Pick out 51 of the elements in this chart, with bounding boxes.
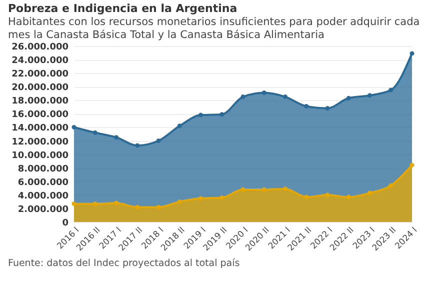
point — [283, 186, 288, 192]
point — [114, 135, 118, 140]
point — [325, 192, 330, 198]
y-tick-label: 0 — [62, 218, 68, 228]
y-tick-label: 12.000.000 — [12, 137, 68, 148]
point — [410, 51, 414, 56]
point — [135, 143, 140, 148]
point — [92, 201, 98, 206]
point — [240, 187, 246, 192]
y-tick-label: 6.000.000 — [18, 178, 68, 188]
point — [388, 183, 394, 188]
y-tick-label: 18.000.000 — [12, 96, 68, 107]
chart-subtitle: Habitantes con los recursos monetarios insuficientes para poder adquirir cada mes la Canasta Básica Total y la Canasta Básica Alimentaria — [8, 16, 421, 42]
y-tick-label: 10.000.000 — [12, 150, 68, 161]
point — [177, 199, 182, 204]
y-tick-label: 22.000.000 — [12, 70, 68, 80]
point — [198, 112, 203, 118]
y-tick-label: 16.000.000 — [12, 110, 68, 120]
point — [368, 190, 372, 196]
point — [92, 130, 98, 135]
point — [177, 124, 182, 128]
y-tick-label: 8.000.000 — [18, 164, 68, 174]
point — [388, 88, 394, 92]
point — [283, 94, 288, 99]
point — [262, 90, 266, 95]
point — [135, 204, 140, 210]
point — [325, 106, 330, 111]
y-tick-label: 4.000.000 — [18, 191, 68, 202]
point — [304, 194, 309, 200]
point — [72, 201, 76, 206]
y-tick-label: 14.000.000 — [12, 124, 68, 134]
point — [368, 93, 372, 98]
y-tick-label: 26.000.000 — [12, 42, 68, 52]
point — [156, 138, 161, 143]
point — [220, 112, 224, 117]
point — [156, 204, 161, 210]
source-note: Fuente: datos del Indec proyectados al total país — [8, 258, 241, 269]
point — [410, 162, 414, 168]
point — [220, 195, 224, 200]
point — [198, 196, 203, 201]
y-tick-label: 20.000.000 — [12, 83, 68, 94]
y-tick-label: 2.000.000 — [18, 204, 68, 215]
point — [346, 194, 351, 200]
point — [262, 187, 266, 192]
y-tick-label: 24.000.000 — [12, 56, 68, 66]
point — [346, 96, 351, 100]
point — [114, 200, 118, 206]
point — [72, 125, 76, 130]
point — [304, 104, 309, 108]
point — [240, 94, 246, 99]
chart-title: Pobreza e Indigencia en la Argentina — [8, 2, 238, 15]
